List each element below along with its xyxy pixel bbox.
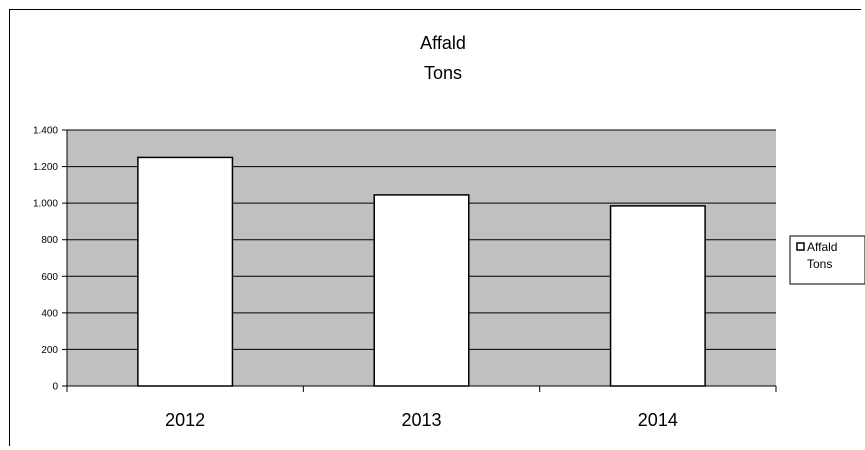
bar (373, 194, 470, 387)
y-axis-labels: 0 200 400 600 800 1.000 1.200 1.400 (33, 126, 58, 393)
legend-label-line-2: Tons (807, 257, 832, 271)
y-tick-label: 400 (41, 308, 58, 319)
legend-swatch (796, 242, 805, 251)
bar (137, 156, 234, 387)
legend-label-line-1: Affald (807, 240, 837, 254)
y-tick-label: 1.400 (33, 126, 58, 137)
y-tick-label: 800 (41, 235, 58, 246)
y-tick-label: 600 (41, 272, 58, 283)
legend: Affald Tons (789, 235, 865, 285)
y-tick-label: 0 (52, 382, 58, 393)
bars (137, 156, 706, 387)
chart-title-line-2: Tons (424, 63, 462, 83)
y-tick-label: 1.000 (33, 199, 58, 210)
chart-frame (9, 9, 861, 446)
axes (62, 129, 777, 392)
x-tick-label: 2014 (638, 410, 678, 430)
y-tick-label: 200 (41, 345, 58, 356)
x-axis-labels: 2012 2013 2014 (165, 410, 678, 430)
x-tick-label: 2012 (165, 410, 205, 430)
bar (609, 205, 706, 387)
chart-title-line-1: Affald (420, 33, 466, 53)
y-tick-label: 1.200 (33, 162, 58, 173)
x-tick-label: 2013 (401, 410, 441, 430)
